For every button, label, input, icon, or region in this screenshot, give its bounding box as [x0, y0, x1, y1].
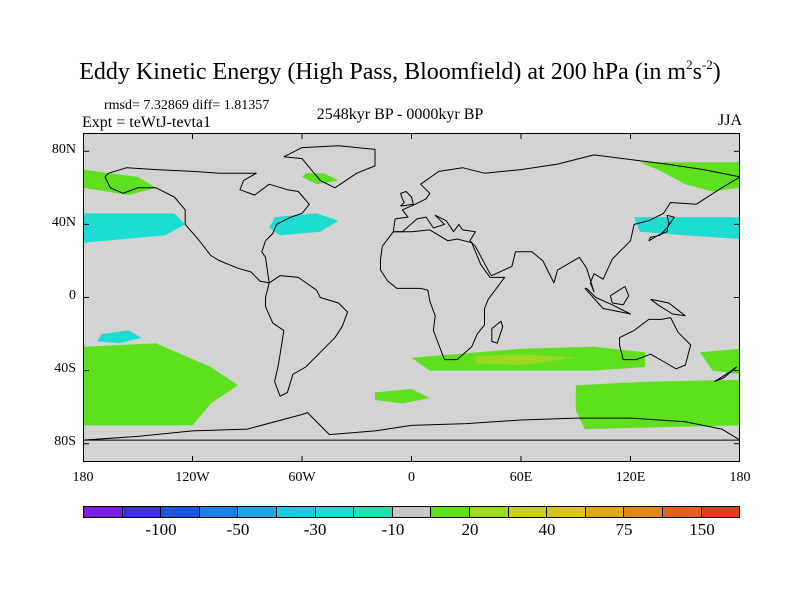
positive-anomaly-north-pacific-west — [83, 169, 156, 196]
colorbar-box — [276, 507, 316, 517]
positive-anomaly-southern-ocean — [575, 379, 740, 430]
title-close: ) — [712, 59, 721, 85]
experiment-label: Expt = teWtJ-tevta1 — [82, 114, 211, 131]
colorbar-label-40: 40 — [538, 520, 556, 539]
colorbar-label-minus-100: -100 — [145, 520, 177, 539]
y-tick-80s: 80S — [54, 434, 76, 449]
south-america-coastline — [265, 275, 349, 397]
british-isles-coastline — [400, 191, 414, 207]
colorbar-box — [701, 507, 740, 517]
north-america-coastline — [104, 167, 310, 284]
y-tick-40s: 40S — [54, 361, 76, 376]
colorbar-box — [238, 507, 277, 517]
colorbar-label-minus-30: -30 — [303, 520, 327, 539]
colorbar-label-minus-10: -10 — [381, 520, 405, 539]
colorbar-box — [199, 507, 239, 517]
positive-anomaly-north-asia-pacific — [639, 162, 740, 192]
colorbar-box — [585, 507, 625, 517]
colorbar-label-75: 75 — [615, 520, 633, 539]
x-tick-120w: 120W — [175, 470, 210, 485]
x-tick-180w: 180 — [72, 470, 94, 485]
colorbar-box — [122, 507, 162, 517]
title-sup-2: -2 — [701, 57, 713, 72]
colorbar-label-minus-50: -50 — [226, 520, 250, 539]
new-guinea-coastline — [650, 298, 686, 317]
madagascar-coastline — [491, 320, 504, 344]
colorbar-box — [469, 507, 509, 517]
colorbar-box — [662, 507, 702, 517]
map-plot — [83, 133, 740, 462]
x-tick-120e: 120E — [615, 470, 646, 485]
title-mid: s — [692, 59, 702, 85]
africa-coastline — [380, 229, 506, 361]
colorbar — [83, 506, 740, 518]
title-main: Eddy Kinetic Energy (High Pass, Bloomfie… — [79, 59, 687, 85]
negative-anomaly-north-pacific — [83, 213, 186, 243]
colorbar-box — [392, 507, 432, 517]
positive-anomaly-south-pacific-west — [83, 343, 239, 426]
y-tick-40n: 40N — [51, 215, 76, 230]
y-tick-80n: 80N — [51, 142, 76, 157]
negative-anomaly-west-pacific — [634, 217, 740, 239]
x-tick-60w: 60W — [288, 470, 316, 485]
x-tick-60e: 60E — [509, 470, 533, 485]
season-label: JJA — [717, 112, 742, 129]
positive-anomaly-south-atlantic — [375, 388, 430, 404]
x-tick-180e: 180 — [729, 470, 751, 485]
negative-anomaly-south-pacific — [97, 330, 142, 344]
colorbar-box — [547, 507, 586, 517]
antarctica-coastline — [83, 412, 740, 441]
colorbar-box — [508, 507, 548, 517]
x-tick-0: 0 — [408, 470, 415, 485]
title-sup-1: 2 — [686, 57, 693, 72]
greenland-coastline — [283, 145, 376, 189]
japan-coastline — [648, 214, 675, 242]
borneo-coastline — [609, 286, 630, 306]
stats-line: rmsd= 7.32869 diff= 1.81357 — [104, 98, 270, 113]
colorbar-box — [431, 507, 470, 517]
y-tick-0: 0 — [69, 288, 76, 303]
positive-anomaly-new-zealand — [699, 348, 740, 375]
colorbar-box — [84, 507, 123, 517]
new-zealand-coastline — [714, 366, 737, 383]
period-label: 2548kyr BP - 0000kyr BP — [316, 106, 484, 123]
colorbar-label-20: 20 — [461, 520, 479, 539]
australia-coastline — [619, 317, 692, 370]
positive-anomaly-arctic-greenland — [302, 173, 339, 185]
colorbar-box — [624, 507, 663, 517]
colorbar-box — [354, 507, 393, 517]
indonesia-coastline — [584, 287, 631, 315]
chart-title: Eddy Kinetic Energy (High Pass, Bloomfie… — [0, 58, 800, 86]
eurasia-coastline — [392, 154, 740, 293]
colorbar-box — [315, 507, 355, 517]
colorbar-box — [161, 507, 200, 517]
positive-anomaly-core-indian-ocean — [475, 354, 576, 366]
colorbar-label-150: 150 — [689, 520, 715, 539]
